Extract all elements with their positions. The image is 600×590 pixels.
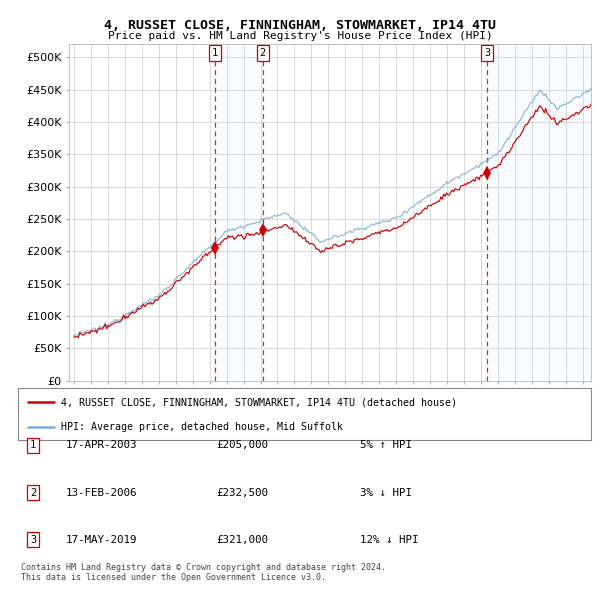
Text: 2: 2 (259, 48, 266, 58)
Text: 1: 1 (30, 441, 36, 450)
Text: This data is licensed under the Open Government Licence v3.0.: This data is licensed under the Open Gov… (21, 572, 326, 582)
Text: 17-MAY-2019: 17-MAY-2019 (66, 535, 137, 545)
Bar (487, 44, 591, 381)
Text: 13-FEB-2006: 13-FEB-2006 (66, 488, 137, 497)
Text: 17-APR-2003: 17-APR-2003 (66, 441, 137, 450)
Text: 4, RUSSET CLOSE, FINNINGHAM, STOWMARKET, IP14 4TU (detached house): 4, RUSSET CLOSE, FINNINGHAM, STOWMARKET,… (61, 397, 457, 407)
Text: HPI: Average price, detached house, Mid Suffolk: HPI: Average price, detached house, Mid … (61, 422, 343, 431)
Text: 4, RUSSET CLOSE, FINNINGHAM, STOWMARKET, IP14 4TU: 4, RUSSET CLOSE, FINNINGHAM, STOWMARKET,… (104, 19, 496, 32)
Text: £205,000: £205,000 (216, 441, 268, 450)
Text: 1: 1 (211, 48, 218, 58)
Text: £232,500: £232,500 (216, 488, 268, 497)
Text: Contains HM Land Registry data © Crown copyright and database right 2024.: Contains HM Land Registry data © Crown c… (21, 563, 386, 572)
Text: £321,000: £321,000 (216, 535, 268, 545)
Text: 12% ↓ HPI: 12% ↓ HPI (360, 535, 419, 545)
Bar (215, 44, 263, 381)
Text: Price paid vs. HM Land Registry's House Price Index (HPI): Price paid vs. HM Land Registry's House … (107, 31, 493, 41)
Text: 3% ↓ HPI: 3% ↓ HPI (360, 488, 412, 497)
Text: 3: 3 (484, 48, 490, 58)
Text: 2: 2 (30, 488, 36, 497)
Text: 3: 3 (30, 535, 36, 545)
Text: 5% ↑ HPI: 5% ↑ HPI (360, 441, 412, 450)
